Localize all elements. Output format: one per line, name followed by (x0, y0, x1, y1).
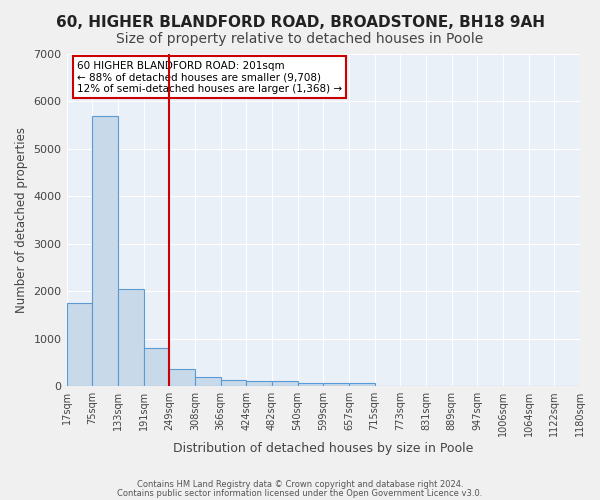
Bar (349, 383, 374, 386)
Text: Contains HM Land Registry data © Crown copyright and database right 2024.: Contains HM Land Registry data © Crown c… (137, 480, 463, 489)
Bar (195, 376, 221, 386)
Text: Size of property relative to detached houses in Poole: Size of property relative to detached ho… (116, 32, 484, 46)
Bar (169, 370, 195, 386)
Bar (143, 348, 169, 386)
Bar (92, 116, 118, 386)
Bar (298, 383, 323, 386)
Bar (246, 382, 272, 386)
Bar (118, 289, 143, 386)
Text: 60, HIGHER BLANDFORD ROAD, BROADSTONE, BH18 9AH: 60, HIGHER BLANDFORD ROAD, BROADSTONE, B… (56, 15, 545, 30)
Text: Contains public sector information licensed under the Open Government Licence v3: Contains public sector information licen… (118, 488, 482, 498)
Bar (323, 383, 349, 386)
Bar (221, 380, 246, 386)
Bar (67, 303, 92, 386)
X-axis label: Distribution of detached houses by size in Poole: Distribution of detached houses by size … (173, 442, 473, 455)
Bar (272, 382, 298, 386)
Text: 60 HIGHER BLANDFORD ROAD: 201sqm
← 88% of detached houses are smaller (9,708)
12: 60 HIGHER BLANDFORD ROAD: 201sqm ← 88% o… (77, 60, 342, 94)
Y-axis label: Number of detached properties: Number of detached properties (15, 127, 28, 313)
